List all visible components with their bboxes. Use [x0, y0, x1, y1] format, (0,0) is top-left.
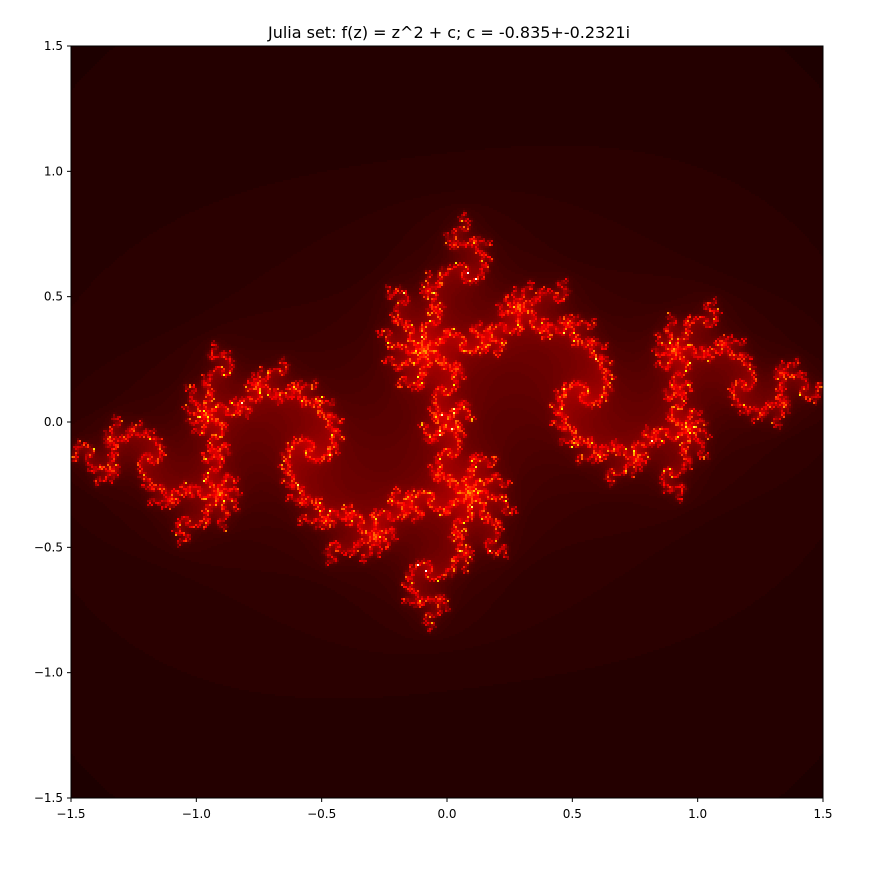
y-tick-label: −1.5 — [34, 791, 63, 805]
axis-ticks: −1.5 −1.0 −0.5 0.0 0.5 1.0 1.5 −1.5 −1.0 −0.5 0.0 0… — [34, 39, 833, 821]
plot-frame — [70, 45, 824, 799]
y-tick-label: −1.0 — [34, 666, 63, 680]
julia-heatmap — [71, 46, 823, 798]
chart-title: Julia set: f(z) = z^2 + c; c = -0.835+-0… — [267, 23, 630, 42]
x-tick-label: 0.0 — [437, 807, 456, 821]
y-tick-label: 1.0 — [44, 164, 63, 178]
x-tick-label: 1.0 — [688, 807, 707, 821]
y-tick-label: 0.5 — [44, 290, 63, 304]
x-tick-label: 1.5 — [813, 807, 832, 821]
y-tick-label: 0.0 — [44, 415, 63, 429]
x-tick-label: −1.5 — [56, 807, 85, 821]
y-tick-label: −0.5 — [34, 540, 63, 554]
y-tick-label: 1.5 — [44, 39, 63, 53]
x-tick-label: −1.0 — [182, 807, 211, 821]
x-tick-label: 0.5 — [563, 807, 582, 821]
x-tick-label: −0.5 — [307, 807, 336, 821]
